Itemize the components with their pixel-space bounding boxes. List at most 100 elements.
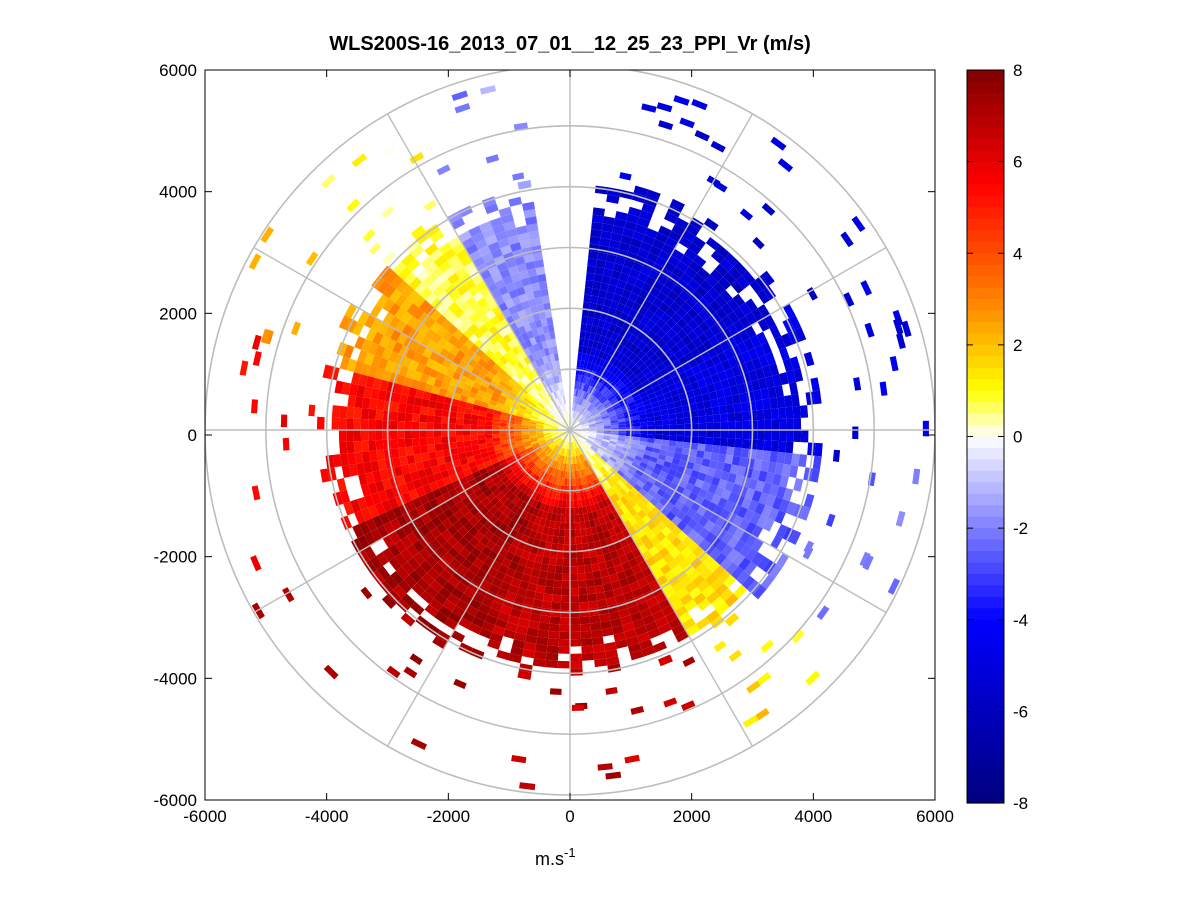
velocity-cell (519, 349, 528, 359)
velocity-cell (522, 375, 531, 383)
velocity-cell (555, 514, 562, 522)
velocity-cell (735, 420, 743, 430)
velocity-cell (526, 448, 535, 455)
velocity-cell (719, 508, 731, 521)
velocity-cell (484, 319, 495, 330)
velocity-cell (412, 370, 423, 382)
velocity-cell (490, 354, 500, 364)
velocity-cell (551, 443, 557, 450)
velocity-cell (650, 535, 661, 547)
velocity-cell (573, 420, 579, 427)
velocity-cell (520, 452, 528, 458)
velocity-cell (783, 394, 793, 408)
velocity-cell (514, 432, 522, 436)
velocity-cell (507, 471, 516, 480)
velocity-cell (770, 408, 779, 420)
velocity-cell (512, 522, 522, 532)
velocity-cell (461, 611, 475, 623)
velocity-cell (524, 634, 538, 644)
velocity-cell (357, 534, 370, 550)
velocity-cell (531, 368, 539, 377)
velocity-cell (442, 296, 455, 308)
velocity-cell (723, 500, 735, 512)
velocity-cell (597, 319, 606, 329)
velocity-cell (741, 575, 756, 590)
velocity-cell-sparse (806, 287, 818, 301)
velocity-cell (592, 399, 600, 406)
velocity-cell (455, 581, 468, 594)
velocity-cell (555, 416, 562, 422)
velocity-cell-sparse (739, 208, 754, 221)
velocity-cell (596, 450, 604, 457)
velocity-cell (578, 415, 584, 422)
velocity-cell (481, 546, 492, 557)
velocity-cell (580, 398, 586, 407)
velocity-cell (573, 463, 577, 472)
velocity-cell-sparse (901, 320, 912, 338)
velocity-cell (608, 527, 617, 537)
velocity-cell (534, 367, 542, 376)
velocity-cell (616, 507, 625, 517)
velocity-cell (560, 514, 566, 523)
velocity-cell (631, 439, 640, 445)
velocity-cell (357, 496, 368, 511)
velocity-cell (630, 446, 639, 452)
velocity-cell (627, 479, 637, 487)
velocity-cell (757, 304, 771, 319)
velocity-cell (558, 439, 564, 447)
velocity-cell (409, 570, 423, 584)
velocity-cell (572, 410, 576, 419)
velocity-cell (346, 418, 354, 430)
velocity-cell (571, 418, 575, 426)
velocity-cell (548, 490, 554, 499)
velocity-cell (525, 446, 534, 453)
velocity-cell (352, 524, 365, 539)
velocity-cell (459, 457, 469, 466)
velocity-cell (511, 513, 521, 523)
velocity-cell (479, 447, 488, 454)
velocity-cell (582, 409, 588, 416)
colorbar-band (967, 539, 1004, 552)
velocity-cell (448, 435, 457, 443)
colorbar-band (967, 791, 1004, 804)
velocity-cell (545, 436, 553, 441)
velocity-cell (381, 499, 393, 513)
velocity-cell (400, 536, 413, 549)
velocity-cell (527, 362, 535, 371)
velocity-cell (395, 527, 407, 540)
colorbar-tick-label: -4 (1013, 611, 1028, 630)
velocity-cell (714, 263, 729, 277)
velocity-cell (596, 432, 604, 436)
velocity-cell (509, 377, 518, 386)
velocity-cell (671, 284, 684, 296)
velocity-cell (444, 563, 457, 576)
velocity-cell (614, 380, 623, 388)
velocity-cell-sparse (791, 629, 805, 644)
velocity-cell (516, 409, 525, 415)
velocity-cell (605, 330, 614, 339)
velocity-cell (532, 456, 540, 463)
velocity-cell (724, 368, 735, 379)
velocity-cell (331, 405, 341, 418)
velocity-cell (774, 462, 784, 476)
velocity-cell (399, 394, 409, 405)
velocity-cell (588, 420, 596, 424)
velocity-cell (460, 593, 473, 605)
velocity-cell (476, 463, 486, 471)
velocity-cell (558, 425, 566, 429)
velocity-cell (616, 547, 626, 558)
velocity-cell (581, 433, 589, 437)
velocity-cell (586, 361, 592, 370)
velocity-cell (605, 354, 613, 363)
velocity-cell (525, 291, 535, 301)
velocity-cell (607, 444, 616, 450)
velocity-cell (414, 282, 428, 295)
velocity-cell (499, 268, 511, 279)
velocity-cell (535, 431, 544, 434)
velocity-cell (550, 338, 557, 347)
velocity-cell (545, 419, 553, 424)
velocity-cell (741, 497, 752, 510)
velocity-cell (453, 510, 465, 521)
velocity-cell (573, 449, 576, 457)
velocity-cell (361, 338, 373, 353)
